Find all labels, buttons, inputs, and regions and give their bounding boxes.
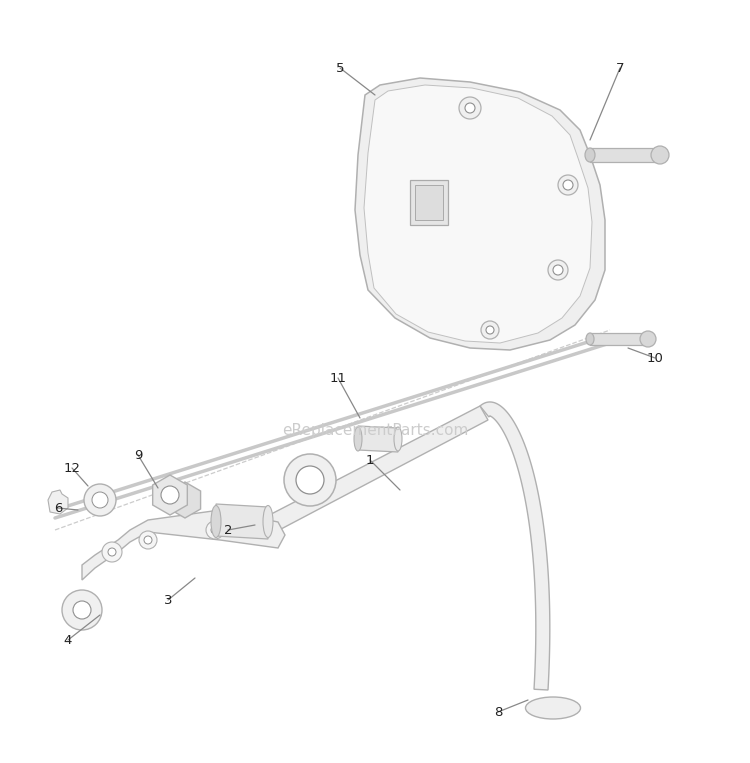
Ellipse shape (526, 697, 580, 719)
Circle shape (481, 321, 499, 339)
Circle shape (206, 521, 224, 539)
Circle shape (211, 526, 219, 534)
Circle shape (548, 260, 568, 280)
Ellipse shape (651, 146, 669, 164)
Ellipse shape (211, 506, 221, 537)
Polygon shape (590, 333, 648, 345)
Text: 9: 9 (134, 449, 142, 462)
Circle shape (102, 542, 122, 562)
Text: 2: 2 (224, 523, 232, 536)
Text: eReplacementParts.com: eReplacementParts.com (282, 423, 468, 437)
Circle shape (553, 265, 563, 275)
Circle shape (486, 326, 494, 334)
Circle shape (296, 466, 324, 494)
Circle shape (108, 548, 116, 556)
Circle shape (284, 454, 336, 506)
Circle shape (161, 486, 179, 504)
Circle shape (558, 175, 578, 195)
Circle shape (139, 531, 157, 549)
Ellipse shape (263, 506, 273, 537)
Circle shape (62, 590, 102, 630)
Text: 6: 6 (54, 501, 62, 514)
Text: 12: 12 (64, 462, 80, 475)
Ellipse shape (585, 148, 595, 162)
Text: 1: 1 (366, 453, 374, 466)
Ellipse shape (586, 333, 594, 345)
Circle shape (563, 180, 573, 190)
Polygon shape (355, 78, 605, 350)
Circle shape (84, 484, 116, 516)
Polygon shape (410, 180, 448, 225)
Text: 8: 8 (494, 706, 502, 719)
Ellipse shape (394, 427, 402, 451)
Polygon shape (364, 85, 592, 343)
Circle shape (92, 492, 108, 508)
Polygon shape (358, 426, 398, 452)
Polygon shape (252, 406, 488, 538)
Circle shape (144, 536, 152, 544)
Text: 7: 7 (616, 62, 624, 75)
Circle shape (459, 97, 481, 119)
Polygon shape (153, 475, 188, 515)
Text: 4: 4 (64, 633, 72, 646)
Polygon shape (170, 482, 200, 518)
Polygon shape (415, 185, 443, 220)
Text: 11: 11 (329, 372, 346, 385)
Text: 5: 5 (336, 62, 344, 75)
Ellipse shape (354, 427, 362, 451)
Ellipse shape (640, 331, 656, 347)
Text: 10: 10 (646, 352, 664, 365)
Polygon shape (480, 402, 550, 690)
Polygon shape (48, 490, 68, 514)
Circle shape (465, 103, 475, 113)
Polygon shape (82, 510, 285, 580)
Text: 3: 3 (164, 594, 172, 607)
Circle shape (73, 601, 91, 619)
Polygon shape (590, 148, 660, 162)
Polygon shape (216, 504, 268, 539)
